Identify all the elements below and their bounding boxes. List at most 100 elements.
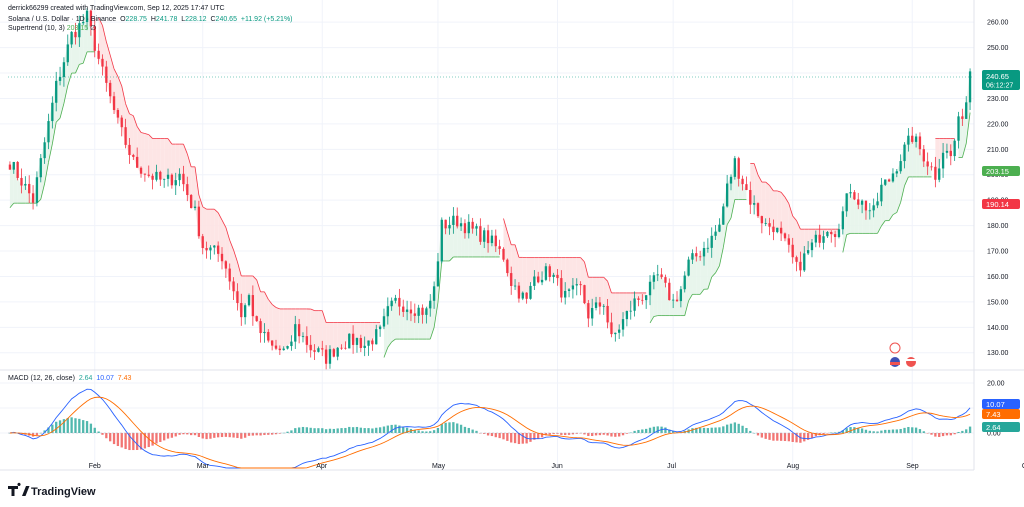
candle bbox=[186, 176, 189, 202]
supertrend-segment bbox=[121, 85, 126, 104]
macd-hist-bar bbox=[58, 420, 62, 433]
candle bbox=[517, 282, 521, 303]
macd-hist-bar bbox=[174, 433, 177, 437]
macd-hist-bar bbox=[887, 429, 891, 433]
candle-body bbox=[648, 281, 652, 296]
candle-body bbox=[957, 116, 960, 141]
supertrend-band bbox=[592, 277, 597, 308]
macd-legend[interactable]: MACD (12, 26, close) 2.64 10.07 7.43 bbox=[8, 375, 132, 382]
macd-hist-bar bbox=[957, 431, 960, 433]
candle bbox=[787, 234, 790, 253]
supertrend-band bbox=[148, 134, 153, 180]
candle bbox=[698, 250, 702, 261]
macd-hist-bar bbox=[301, 426, 305, 433]
supertrend-band bbox=[630, 292, 635, 311]
candle bbox=[664, 274, 667, 288]
candle-body bbox=[537, 276, 540, 283]
supertrend-band bbox=[407, 309, 411, 340]
supertrend-band bbox=[596, 277, 600, 307]
supertrend-band bbox=[9, 161, 14, 208]
supertrend-band bbox=[615, 292, 620, 333]
candle-body bbox=[668, 282, 671, 301]
candle-body bbox=[471, 221, 474, 229]
candle-body bbox=[409, 309, 413, 314]
candle bbox=[297, 318, 301, 344]
last-price-tag: 240.65 06:12:27 bbox=[982, 70, 1020, 90]
candle bbox=[841, 206, 844, 235]
candle bbox=[768, 217, 771, 236]
candle-body bbox=[24, 183, 27, 186]
candle-body bbox=[186, 184, 189, 196]
candle bbox=[887, 178, 891, 182]
macd-hist-bar bbox=[444, 422, 447, 433]
candle bbox=[62, 57, 66, 87]
candle-body bbox=[220, 253, 224, 262]
macd-hist-bar bbox=[930, 433, 933, 435]
candle-body bbox=[656, 274, 659, 276]
supertrend-segment bbox=[684, 300, 689, 316]
candle-body bbox=[31, 193, 35, 203]
candle-body bbox=[440, 219, 443, 262]
candle bbox=[633, 291, 636, 317]
time-axis[interactable]: Feb Mar Apr May Jun Jul Aug Sep Oct bbox=[89, 463, 1024, 470]
supertrend-band bbox=[800, 229, 805, 271]
candle-body bbox=[618, 329, 621, 333]
candle-body bbox=[583, 285, 586, 304]
macd-hist-bar bbox=[945, 433, 949, 436]
macd-hist-bar bbox=[587, 433, 590, 436]
supertrend-band bbox=[310, 309, 315, 352]
candle-body bbox=[475, 226, 478, 229]
macd-hist-bar bbox=[749, 430, 752, 433]
supertrend-legend[interactable]: Supertrend (10, 3) 203.15 ∅ bbox=[8, 25, 97, 32]
candle-body bbox=[945, 150, 949, 153]
macd-hist-bar bbox=[691, 428, 694, 433]
supertrend-band bbox=[572, 257, 577, 286]
macd-hist-bar bbox=[918, 429, 922, 433]
supertrend-band bbox=[368, 322, 373, 345]
candle bbox=[394, 294, 397, 304]
supertrend-segment bbox=[900, 185, 905, 203]
candle-body bbox=[332, 349, 335, 357]
time-tick-label: Aug bbox=[787, 463, 800, 470]
candle-body bbox=[124, 127, 127, 145]
supertrend-segment bbox=[449, 256, 454, 262]
supertrend-band bbox=[943, 138, 947, 153]
candles[interactable] bbox=[8, 8, 972, 370]
supertrend-band bbox=[422, 308, 427, 340]
candle bbox=[618, 324, 621, 340]
events-icons[interactable] bbox=[889, 342, 916, 367]
symbol-name[interactable]: Solana / U.S. Dollar · 1D · Binance bbox=[8, 16, 117, 23]
candle-body bbox=[914, 136, 918, 142]
candle bbox=[139, 166, 143, 178]
macd-hist-bar bbox=[255, 433, 258, 436]
macd-hist-bar bbox=[278, 433, 282, 434]
candle bbox=[857, 192, 860, 210]
candle-body bbox=[47, 121, 50, 143]
candle bbox=[375, 324, 378, 345]
hist-value-tag: 2.64 bbox=[982, 422, 1020, 432]
symbol-line[interactable]: Solana / U.S. Dollar · 1D · Binance O228… bbox=[8, 16, 293, 23]
macd-hist-bar bbox=[502, 433, 505, 440]
candle bbox=[166, 168, 170, 187]
candle-body bbox=[363, 345, 366, 348]
candle-body bbox=[174, 180, 177, 186]
candle-body bbox=[224, 261, 228, 269]
countdown: 06:12:27 bbox=[986, 83, 1013, 90]
supertrend-band bbox=[700, 248, 705, 295]
supertrend-segment bbox=[904, 176, 909, 186]
supertrend-segment bbox=[387, 341, 392, 348]
candle bbox=[66, 34, 69, 66]
time-tick-label: May bbox=[432, 463, 446, 470]
supertrend-band bbox=[472, 226, 477, 257]
candle bbox=[236, 283, 239, 311]
macd-hist-bar bbox=[251, 433, 255, 436]
candle bbox=[525, 292, 528, 304]
tradingview-logo[interactable]: TradingView bbox=[8, 482, 96, 498]
time-tick-label: Jul bbox=[667, 463, 676, 470]
supertrend-band bbox=[784, 197, 789, 245]
macd-hist-bar bbox=[216, 433, 220, 438]
candle bbox=[537, 271, 540, 284]
candle bbox=[540, 271, 544, 286]
candle bbox=[216, 241, 220, 262]
